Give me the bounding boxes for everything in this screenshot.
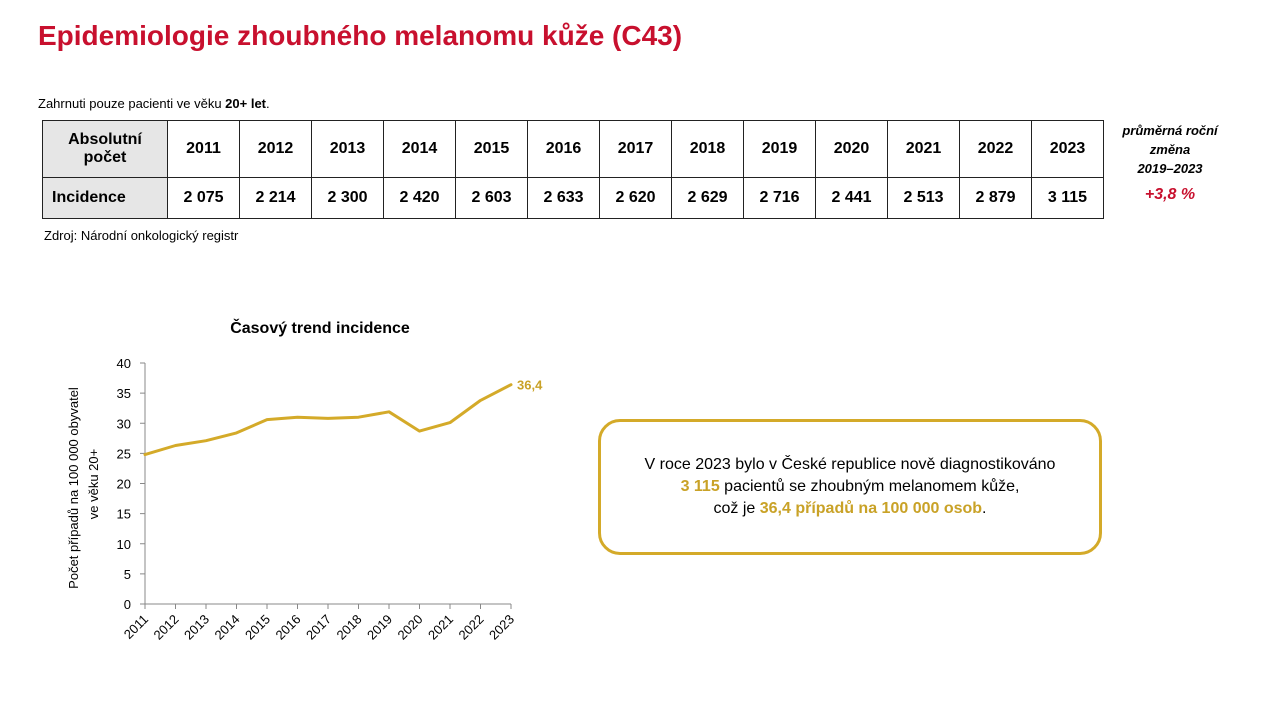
population-note: Zahrnuti pouze pacienti ve věku 20+ let. (38, 96, 270, 111)
x-tick-label: 2022 (456, 612, 487, 643)
table-header-label: Absolutní počet (42, 120, 168, 178)
summary-highlight-rate: 36,4 případů na 100 000 osob (759, 500, 983, 517)
note-prefix: Zahrnuti pouze pacienti ve věku (38, 96, 226, 111)
incidence-cell: 2 603 (455, 177, 528, 219)
note-suffix: . (266, 96, 270, 111)
end-data-label: 36,4 (517, 378, 543, 393)
y-tick-label: 15 (117, 507, 131, 522)
incidence-cell: 2 629 (671, 177, 744, 219)
year-header: 2016 (527, 120, 600, 178)
incidence-cell: 2 716 (743, 177, 816, 219)
y-axis-label: Počet případů na 100 000 obyvatel ve věk… (66, 387, 101, 589)
summary-line1: V roce 2023 bylo v České republice nově … (644, 456, 1056, 473)
x-tick-label: 2012 (151, 612, 182, 643)
incidence-cell: 2 420 (383, 177, 456, 219)
y-tick-label: 25 (117, 446, 131, 461)
x-tick-label: 2014 (212, 612, 243, 643)
incidence-row: Incidence 2 075 2 214 2 300 2 420 2 603 … (42, 177, 1104, 219)
plot-area: 0 5 10 15 20 25 30 35 40 2011 2012 2013 2014 2015 2016… (117, 356, 518, 643)
summary-box: V roce 2023 bylo v České republice nově … (598, 419, 1102, 555)
x-tick-label: 2021 (425, 612, 456, 643)
incidence-cell: 2 441 (815, 177, 888, 219)
row-label: Incidence (42, 177, 168, 219)
year-header: 2012 (239, 120, 312, 178)
x-tick-label: 2018 (334, 612, 365, 643)
average-change-label: průměrná roční změna 2019–2023 (1108, 121, 1232, 178)
summary-line3-suffix: . (982, 500, 987, 517)
y-tick-label: 10 (117, 537, 131, 552)
y-tick-label: 30 (117, 416, 131, 431)
incidence-cell: 2 513 (887, 177, 960, 219)
incidence-cell: 2 075 (167, 177, 240, 219)
x-tick-label: 2013 (181, 612, 212, 643)
page-title: Epidemiologie zhoubného melanomu kůže (C… (38, 20, 683, 51)
year-header: 2021 (887, 120, 960, 178)
year-header: 2011 (167, 120, 240, 178)
x-tick-label: 2011 (121, 612, 151, 642)
summary-line2: 3 115 pacientů se zhoubným melanomem kůž… (681, 476, 1020, 498)
incidence-cell: 3 115 (1031, 177, 1104, 219)
avg-line3: 2019–2023 (1137, 161, 1203, 176)
year-header: 2017 (599, 120, 672, 178)
year-header: 2015 (455, 120, 528, 178)
year-header: 2019 (743, 120, 816, 178)
x-tick-label: 2019 (364, 612, 395, 643)
year-header: 2020 (815, 120, 888, 178)
header-label-line1: Absolutní (68, 131, 142, 148)
y-axis-label-line1: Počet případů na 100 000 obyvatel (66, 387, 81, 589)
avg-line2: změna (1149, 142, 1191, 157)
y-axis-label-line2: ve věku 20+ (86, 449, 101, 519)
incidence-trend-line (143, 383, 513, 457)
y-tick-label: 0 (124, 597, 131, 612)
y-tick-label: 35 (117, 386, 131, 401)
x-tick-label: 2015 (242, 612, 273, 643)
x-tick-label: 2017 (303, 612, 334, 643)
header-label-line2: počet (83, 149, 127, 166)
table-header-row: Absolutní počet 2011 2012 2013 2014 2015… (42, 120, 1104, 178)
chart-title: Časový trend incidence (230, 320, 410, 337)
x-tick-label: 2016 (273, 612, 304, 643)
y-tick-label: 5 (124, 567, 131, 582)
summary-line3: což je 36,4 případů na 100 000 osob. (713, 498, 986, 520)
avg-line1: průměrná roční (1122, 123, 1218, 138)
summary-line2-rest: pacientů se zhoubným melanomem kůže, (719, 478, 1020, 495)
note-bold: 20+ let (225, 96, 267, 111)
incidence-cell: 2 300 (311, 177, 384, 219)
year-header: 2014 (383, 120, 456, 178)
summary-line3-prefix: což je (713, 500, 760, 517)
summary-highlight-cases: 3 115 (680, 478, 720, 495)
average-change-value: +3,8 % (1144, 186, 1196, 203)
x-tick-label: 2023 (486, 612, 517, 643)
y-tick-label: 20 (117, 477, 131, 492)
incidence-cell: 2 214 (239, 177, 312, 219)
incidence-cell: 2 633 (527, 177, 600, 219)
year-header: 2023 (1031, 120, 1104, 178)
source-note: Zdroj: Národní onkologický registr (44, 228, 239, 243)
y-tick-label: 40 (117, 356, 131, 371)
incidence-table: Absolutní počet 2011 2012 2013 2014 2015… (42, 120, 1104, 219)
x-tick-label: 2020 (395, 612, 426, 643)
